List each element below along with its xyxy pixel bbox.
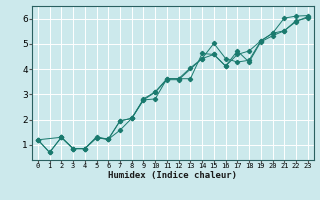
X-axis label: Humidex (Indice chaleur): Humidex (Indice chaleur) bbox=[108, 171, 237, 180]
